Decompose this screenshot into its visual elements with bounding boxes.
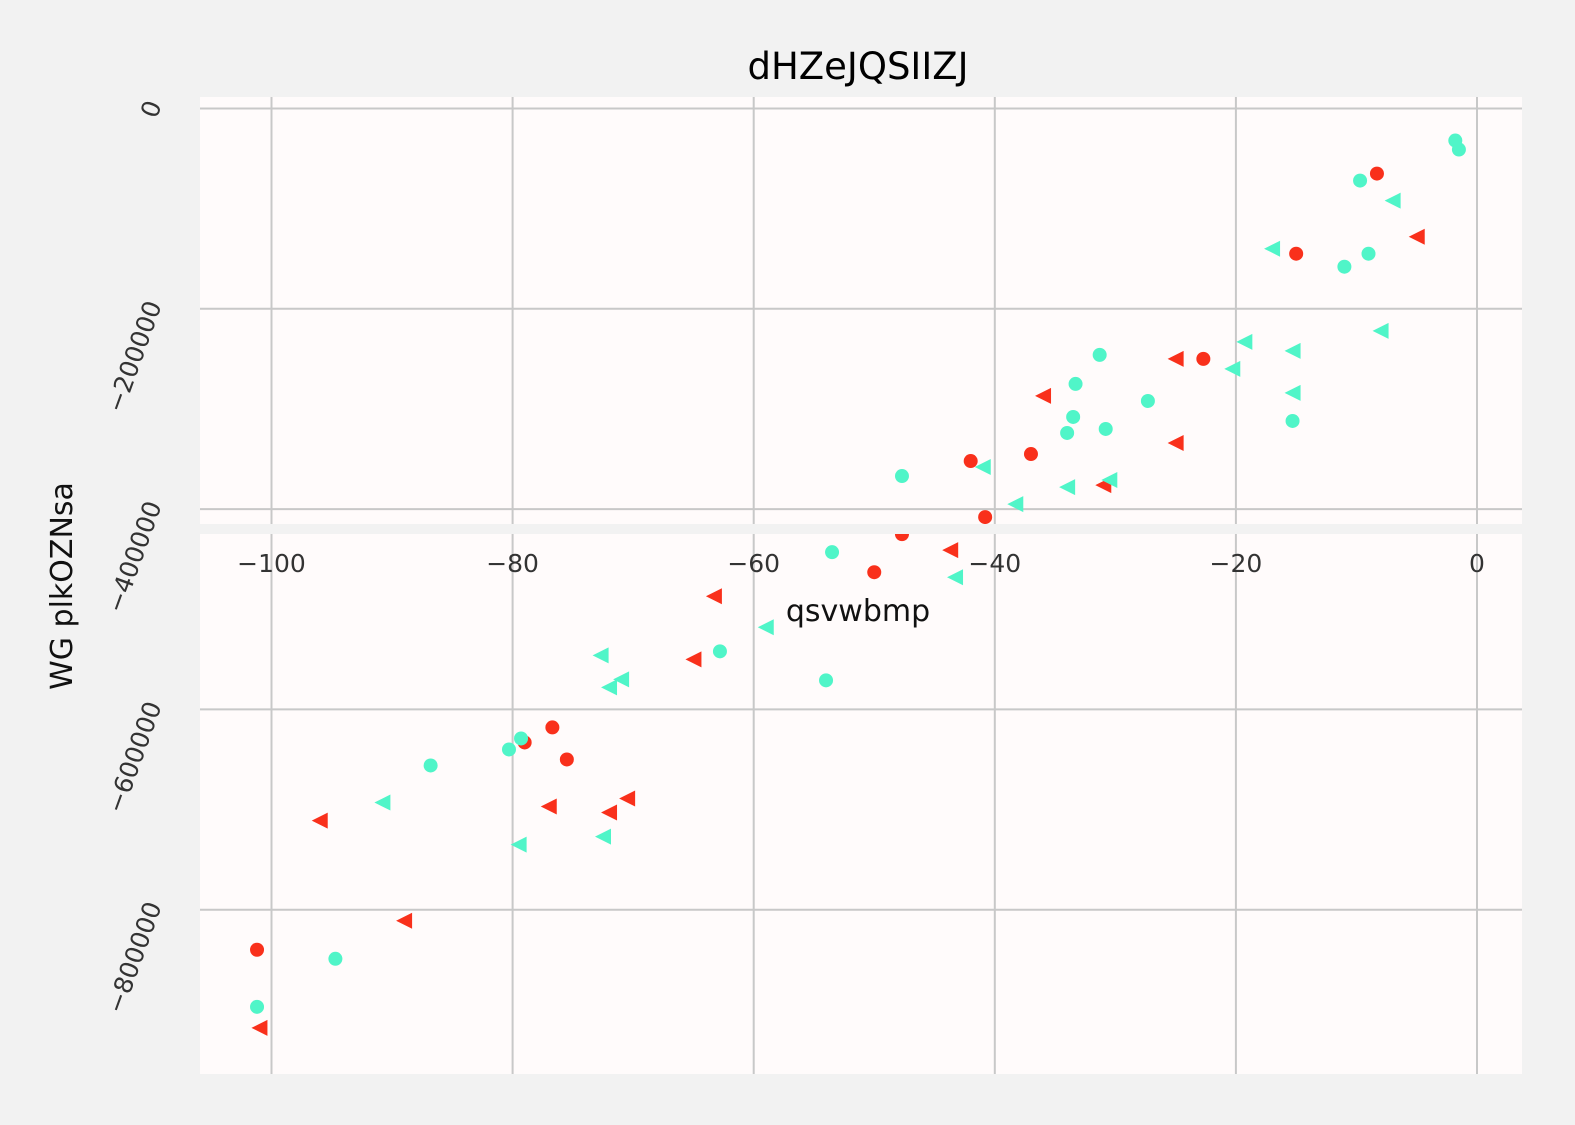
data-point-circle	[1068, 376, 1083, 391]
data-point-triangle	[1236, 333, 1253, 350]
data-point-triangle	[1384, 192, 1401, 209]
data-point-triangle	[1035, 387, 1052, 404]
data-point-triangle	[613, 671, 630, 688]
data-point-circle	[1451, 142, 1466, 157]
data-point-triangle	[595, 828, 612, 845]
data-point-circle	[328, 951, 343, 966]
data-point-circle	[501, 742, 516, 757]
data-point-circle	[423, 758, 438, 773]
data-point-circle	[250, 942, 265, 957]
x-tick-label: −20	[1210, 549, 1263, 578]
data-point-circle	[1140, 393, 1155, 408]
data-point-triangle	[757, 619, 774, 636]
data-point-triangle	[374, 794, 391, 811]
data-point-circle	[545, 720, 560, 735]
data-point-triangle	[1059, 479, 1076, 496]
data-point-triangle	[540, 798, 557, 815]
data-point-triangle	[705, 588, 722, 605]
data-point-circle	[1060, 425, 1075, 440]
data-point-circle	[1361, 246, 1376, 261]
data-point-circle	[1098, 421, 1113, 436]
data-point-circle	[1023, 447, 1038, 462]
data-point-circle	[1285, 413, 1300, 428]
plot-area	[200, 97, 1522, 1074]
x-tick-label: −60	[727, 549, 780, 578]
data-point-triangle	[311, 812, 328, 829]
data-point-triangle	[251, 1019, 268, 1036]
data-point-circle	[559, 752, 574, 767]
data-point-circle	[514, 731, 529, 746]
data-point-circle	[825, 545, 840, 560]
data-point-circle	[712, 644, 727, 659]
data-point-circle	[1289, 246, 1304, 261]
data-point-triangle	[1167, 435, 1184, 452]
data-point-circle	[963, 454, 978, 469]
data-point-circle	[978, 510, 993, 525]
data-point-triangle	[601, 679, 618, 696]
chart-title: dHZeJQSIIZJ	[747, 45, 968, 88]
data-point-triangle	[601, 804, 618, 821]
data-point-triangle	[396, 912, 413, 929]
data-point-triangle	[1007, 496, 1024, 513]
data-point-circle	[250, 999, 265, 1014]
x-tick-labels: −100 −80 −60 −40 −20 0	[237, 549, 1485, 578]
data-point-triangle	[974, 459, 991, 476]
data-point-triangle	[1284, 384, 1301, 401]
x-tick-label: −40	[968, 549, 1021, 578]
data-point-triangle	[1264, 240, 1281, 257]
x-tick-label: −100	[237, 549, 306, 578]
data-point-triangle	[1224, 360, 1241, 377]
x-tick-label: 0	[1469, 549, 1485, 578]
data-point-circle	[894, 469, 909, 484]
data-point-triangle	[619, 790, 636, 807]
data-point-triangle	[1408, 228, 1425, 245]
data-point-triangle	[592, 647, 609, 664]
data-point-triangle	[510, 836, 527, 853]
data-point-triangle	[685, 651, 702, 668]
y-axis-label: WG plkOZNsa	[45, 482, 80, 690]
data-point-triangle	[947, 569, 964, 586]
data-point-triangle	[1167, 350, 1184, 367]
data-point-circle	[867, 565, 882, 580]
data-point-triangle	[942, 542, 959, 559]
data-point-circle	[1196, 351, 1211, 366]
data-point-circle	[1066, 409, 1081, 424]
data-point-circle	[1369, 166, 1384, 181]
data-point-triangle	[1284, 342, 1301, 359]
x-axis-label: qsvwbmp	[786, 594, 930, 629]
data-point-circle	[819, 673, 834, 688]
data-point-circle	[1337, 259, 1352, 274]
data-point-triangle	[1101, 472, 1118, 489]
grid-lines	[200, 97, 1522, 1074]
axis-label-band	[200, 524, 1522, 534]
data-point-triangle	[1372, 322, 1389, 339]
data-point-circle	[1092, 347, 1107, 362]
x-tick-label: −80	[486, 549, 539, 578]
data-point-circle	[1353, 173, 1368, 188]
